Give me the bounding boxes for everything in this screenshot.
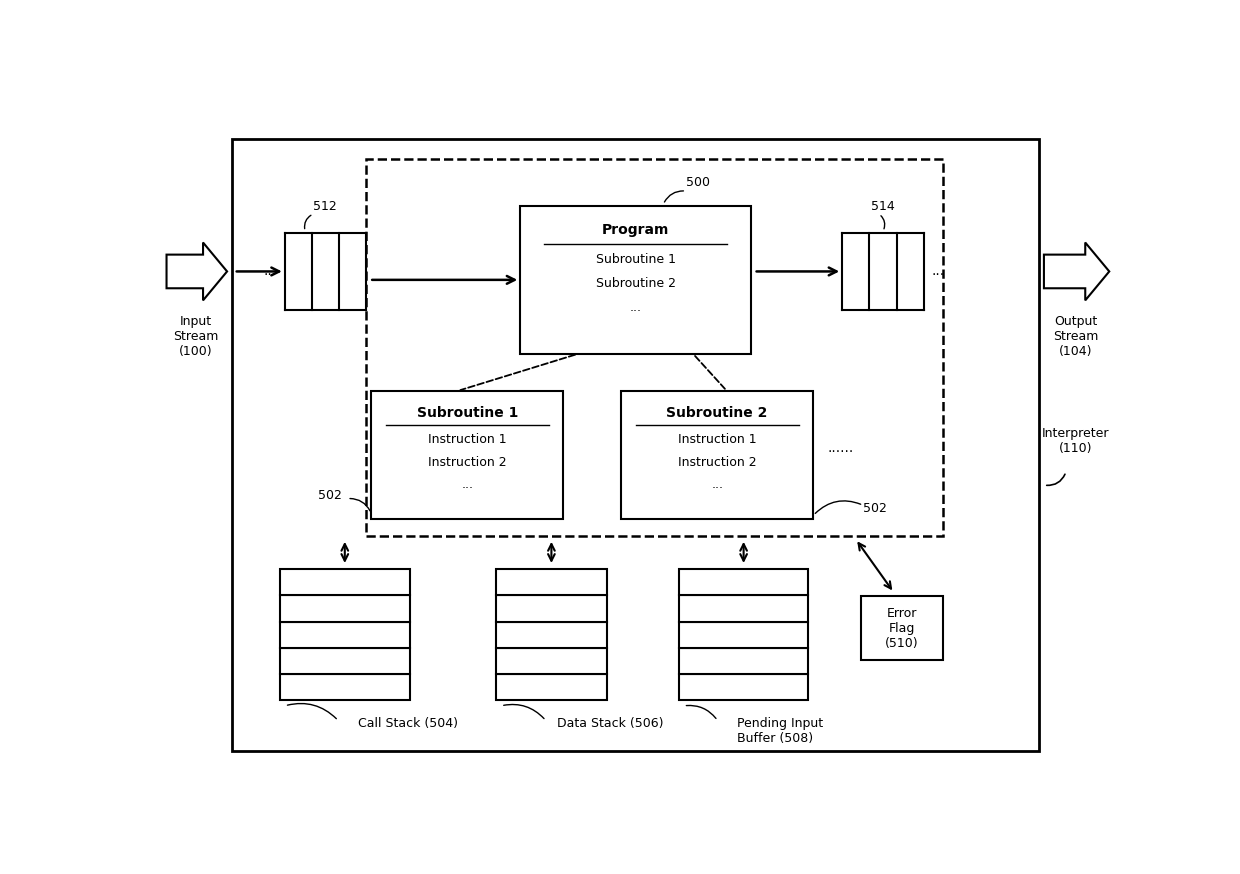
Bar: [678, 569, 808, 595]
Text: 514: 514: [870, 199, 894, 212]
Text: Input
Stream
(100): Input Stream (100): [172, 316, 218, 358]
Text: Program: Program: [601, 223, 670, 237]
Text: 512: 512: [314, 199, 337, 212]
Text: Instruction 1: Instruction 1: [428, 433, 507, 446]
Text: Pending Input
Buffer (508): Pending Input Buffer (508): [737, 718, 823, 746]
Bar: [621, 391, 813, 519]
Bar: [367, 159, 942, 536]
Text: Error
Flag
(510): Error Flag (510): [885, 607, 919, 649]
Bar: [496, 621, 606, 648]
Text: Subroutine 2: Subroutine 2: [595, 277, 676, 290]
Text: Output
Stream
(104): Output Stream (104): [1053, 316, 1099, 358]
Text: Call Stack (504): Call Stack (504): [358, 718, 458, 731]
Text: ......: ......: [828, 441, 854, 455]
Bar: [496, 674, 606, 700]
Bar: [496, 648, 606, 674]
Text: Subroutine 1: Subroutine 1: [417, 406, 518, 420]
Text: Subroutine 1: Subroutine 1: [595, 253, 676, 266]
Text: Instruction 1: Instruction 1: [678, 433, 756, 446]
Bar: [232, 138, 1039, 751]
Polygon shape: [166, 242, 227, 301]
Polygon shape: [1044, 242, 1110, 301]
Text: ...: ...: [461, 478, 474, 491]
Bar: [371, 391, 563, 519]
Bar: [280, 569, 409, 595]
Text: Subroutine 2: Subroutine 2: [666, 406, 768, 420]
Bar: [678, 648, 808, 674]
Text: ...: ...: [931, 265, 945, 279]
Text: Instruction 2: Instruction 2: [428, 455, 507, 468]
Bar: [678, 621, 808, 648]
Bar: [862, 596, 942, 660]
Bar: [496, 569, 606, 595]
Bar: [280, 674, 409, 700]
Text: 502: 502: [319, 489, 342, 502]
Bar: [678, 674, 808, 700]
Text: Interpreter
(110): Interpreter (110): [1042, 427, 1110, 455]
Bar: [496, 595, 606, 621]
Text: Instruction 2: Instruction 2: [678, 455, 756, 468]
Bar: [521, 206, 751, 354]
Text: 500: 500: [686, 176, 711, 189]
Text: ...: ...: [712, 478, 723, 491]
Text: Data Stack (506): Data Stack (506): [557, 718, 663, 731]
Bar: [280, 595, 409, 621]
Bar: [678, 595, 808, 621]
Text: ...: ...: [264, 265, 277, 279]
Bar: [280, 621, 409, 648]
Text: 502: 502: [863, 503, 887, 516]
Text: ...: ...: [630, 302, 641, 315]
Bar: [280, 648, 409, 674]
